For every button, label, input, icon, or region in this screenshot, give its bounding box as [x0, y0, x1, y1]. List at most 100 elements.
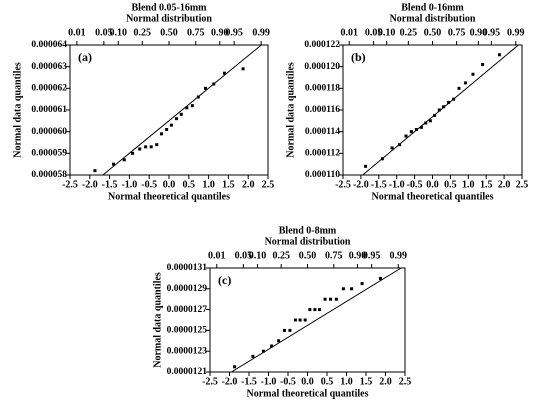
data-point	[144, 145, 148, 149]
data-point	[364, 164, 368, 168]
x2-tick-label: 0.01	[340, 27, 358, 38]
x-tick-label: 2.0	[498, 179, 511, 190]
reference-line	[231, 267, 402, 373]
x-tick-label: 1.5	[360, 376, 373, 387]
data-point	[334, 297, 338, 301]
x2-tick-label: 0.05	[95, 27, 113, 38]
x2-tick-label: 0.10	[249, 250, 267, 261]
data-point	[497, 53, 501, 57]
x2-tick-label: 0.75	[325, 250, 343, 261]
x2-tick-label: 0.01	[68, 27, 86, 38]
data-point	[404, 134, 408, 138]
y-tick-label: 0.0000127	[167, 305, 208, 315]
x-tick-label: 0.0	[163, 179, 176, 190]
chart-subtitle: Normal distribution	[390, 13, 476, 24]
data-point	[196, 95, 200, 99]
x-tick-label: -1.0	[261, 376, 277, 387]
x2-tick-label: 0.10	[110, 27, 128, 38]
y-tick-label: 0.000061	[31, 105, 67, 115]
x-tick-label: 2.5	[262, 179, 275, 190]
data-point	[419, 125, 423, 129]
x-tick-label: -0.5	[141, 179, 157, 190]
y-tick-label: 0.000060	[31, 127, 67, 137]
x-tick-label: 2.0	[379, 376, 392, 387]
y-tick-label: 0.000063	[31, 62, 67, 72]
x-tick-label: 0.0	[426, 179, 439, 190]
data-point	[378, 276, 382, 280]
x-tick-label: -2.0	[82, 179, 98, 190]
x-tick-label: 2.0	[242, 179, 255, 190]
x-tick-label: 2.5	[516, 179, 529, 190]
data-point	[308, 308, 312, 312]
data-point	[360, 282, 364, 286]
x-axis-label: Normal theoretical quantiles	[108, 191, 230, 202]
data-point	[428, 119, 432, 123]
x-tick-label: 1.0	[340, 376, 353, 387]
y-tick-label: 0.000114	[305, 127, 340, 137]
chart-title: Blend 0.05-16mm	[132, 2, 208, 13]
data-point	[293, 318, 297, 322]
data-point	[424, 121, 428, 125]
x2-tick-label: 0.05	[365, 27, 383, 38]
x-tick-label: 0.5	[183, 179, 196, 190]
y-tick-label: 0.0000123	[167, 346, 208, 356]
x2-tick-label: 0.90	[349, 250, 367, 261]
data-point	[175, 117, 179, 121]
x2-tick-label: 0.90	[470, 27, 488, 38]
data-point	[390, 146, 394, 150]
data-point	[165, 128, 169, 131]
data-point	[131, 151, 135, 155]
x2-tick-label: 0.25	[134, 27, 152, 38]
data-point	[447, 100, 451, 104]
x2-tick-label: 0.05	[235, 250, 253, 261]
y-tick-label: 0.000062	[31, 84, 67, 94]
data-point	[341, 287, 345, 291]
x-tick-label: 1.0	[462, 179, 475, 190]
x2-tick-label: 0.95	[225, 27, 243, 38]
x-tick-label: 1.5	[222, 179, 235, 190]
x-axis-label: Normal theoretical quantiles	[246, 388, 368, 399]
x-tick-label: -2.0	[353, 179, 369, 190]
x2-tick-label: 0.50	[160, 27, 178, 38]
x-tick-label: 1.5	[480, 179, 493, 190]
data-point	[112, 162, 116, 166]
data-point	[169, 123, 173, 127]
data-point	[433, 113, 437, 117]
data-point	[251, 354, 255, 358]
data-point	[261, 349, 265, 353]
x2-tick-label: 0.50	[424, 27, 442, 38]
panel-label: (c)	[218, 273, 231, 287]
x2-tick-label: 0.95	[363, 250, 381, 261]
x2-tick-label: 0.75	[187, 27, 205, 38]
y-tick-label: 0.000058	[31, 170, 67, 180]
x-tick-label: 0.0	[301, 376, 314, 387]
x2-tick-label: 0.01	[208, 250, 226, 261]
y-tick-label: 0.000116	[305, 105, 340, 115]
data-point	[313, 308, 317, 312]
data-point	[179, 112, 183, 116]
y-tick-label: 0.000110	[305, 170, 340, 180]
y-tick-label: 0.000059	[31, 149, 67, 159]
y-tick-label: 0.0000129	[167, 284, 208, 294]
x2-tick-label: 0.99	[389, 250, 407, 261]
y-tick-label: 0.0000131	[167, 263, 208, 273]
x2-tick-label: 0.25	[400, 27, 418, 38]
panel-label: (a)	[78, 50, 92, 64]
x-axis-label: Normal theoretical quantiles	[371, 191, 493, 202]
data-point	[414, 128, 418, 131]
x-tick-label: -0.5	[407, 179, 423, 190]
data-point	[303, 318, 307, 322]
data-point	[288, 328, 292, 332]
reference-line	[102, 44, 262, 176]
data-point	[270, 344, 274, 348]
x-tick-label: -1.0	[389, 179, 405, 190]
data-point	[318, 308, 322, 312]
y-axis-label: Normal data quantiles	[285, 62, 296, 158]
y-tick-label: 0.000120	[304, 62, 340, 72]
data-point	[457, 86, 461, 90]
data-point	[471, 72, 475, 76]
data-point	[203, 86, 207, 90]
data-point	[277, 339, 281, 343]
data-point	[442, 105, 446, 109]
